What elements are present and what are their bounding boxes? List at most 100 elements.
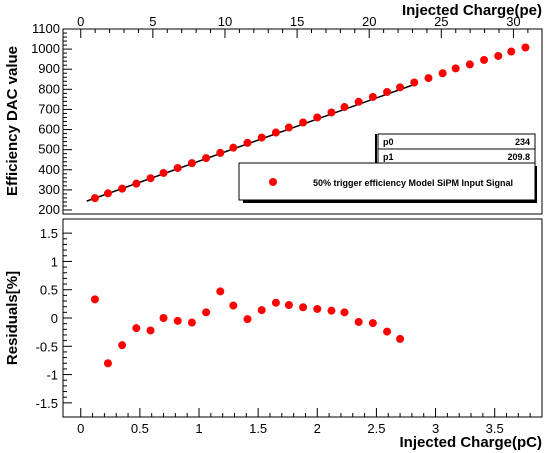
top-x-tick-label: 25 [434,14,448,29]
data-point [494,51,503,60]
top-panel-ticks: 200 300 400 500 600 700 800 900 1000 1100 0 5 10 15 20… [31,14,529,217]
residual-point [368,319,377,328]
stats-p1-label: p1 [383,152,394,162]
bottom-x-tick-label: 1.5 [249,421,267,436]
bottom-y-tick-label: -0.5 [36,339,58,354]
data-point [438,69,447,78]
top-x-tick-label: 0 [77,14,84,29]
bottom-y-tick-label: 0 [51,311,58,326]
residual-point [313,304,322,313]
top-x-tick-label: 15 [290,14,304,29]
data-point [173,163,182,172]
top-y-tick-label: 1100 [32,21,60,36]
data-point [216,148,225,157]
data-point [465,60,474,69]
top-y-tick-label: 800 [38,81,60,96]
residual-point [354,317,363,326]
bottom-x-axis-title: Injected Charge(pC) [399,434,542,451]
stats-p1-value: 209.8 [507,152,530,162]
top-y-tick-label: 1000 [31,41,60,56]
data-point [103,189,112,198]
top-y-tick-label: 900 [38,61,60,76]
data-point [284,123,293,132]
top-y-tick-label: 600 [38,122,60,137]
bottom-x-tick-label: 1 [195,421,202,436]
data-point [243,138,252,147]
data-point [118,184,127,193]
data-point [271,128,280,137]
data-point [229,143,238,152]
bottom-x-tick-label: 3.5 [486,421,504,436]
data-point [354,97,363,106]
bottom-x-tick-label: 0 [77,421,84,436]
bottom-x-tick-label: 0.5 [131,421,149,436]
bottom-y-tick-label: 1.5 [40,226,58,241]
top-panel-points [90,43,530,203]
data-point [521,43,530,52]
residual-point [271,298,280,307]
residual-point [257,306,266,315]
residual-point [299,303,308,312]
residual-point [340,308,349,317]
top-x-tick-label: 20 [362,14,376,29]
data-point [132,179,141,188]
data-point [410,78,419,87]
legend-label: 50% trigger efficiency Model SiPM Input … [313,178,513,188]
bottom-x-tick-label: 2 [314,421,321,436]
residual-point [396,334,405,343]
data-point [451,64,460,73]
residual-point [90,295,99,304]
top-x-tick-label: 10 [218,14,232,29]
residual-point [229,301,238,310]
residual-point [202,308,211,317]
bottom-y-axis-title: Residuals[%] [4,271,21,365]
data-point [202,154,211,163]
residual-point [146,326,155,335]
bottom-x-tick-label: 2.5 [367,421,385,436]
top-x-axis-title: Injected Charge(pe) [402,2,542,19]
data-point [340,103,349,112]
residual-points [90,287,405,368]
stats-p0-value: 234 [515,137,530,147]
data-point [257,133,266,142]
data-point [327,108,336,117]
residual-point [243,315,252,324]
bottom-panel-ticks: -1.5 -1 -0.5 0 0.5 1 1.5 0 0.5 1 1.5 2 2.5 3 3.5 [36,226,531,436]
data-point [90,194,99,203]
data-point [368,92,377,101]
data-point [299,118,308,127]
stats-p0-label: p0 [383,137,394,147]
top-y-tick-label: 200 [38,202,60,217]
bottom-y-tick-label: -1.5 [36,396,58,411]
data-point [187,159,196,168]
residual-point [383,327,392,336]
residual-point [216,287,225,296]
residual-point [103,359,112,368]
top-y-axis-title: Efficiency DAC value [4,46,21,196]
legend: 50% trigger efficiency Model SiPM Input … [238,162,537,203]
legend-marker [269,178,277,186]
data-point [159,168,168,177]
bottom-y-tick-label: 1 [51,254,58,269]
residual-point [173,316,182,325]
residual-point [284,300,293,309]
data-point [146,174,155,183]
top-y-tick-label: 300 [38,182,60,197]
bottom-y-tick-label: 0.5 [40,283,58,298]
residual-point [187,318,196,327]
top-y-tick-label: 700 [38,101,60,116]
data-point [507,47,516,56]
top-y-tick-label: 400 [38,162,60,177]
data-point [383,87,392,96]
data-point [396,83,405,92]
data-point [313,113,322,122]
bottom-y-tick-label: -1 [46,368,58,383]
bottom-panel-frame [62,218,543,418]
residual-point [118,341,127,350]
stats-box: p0 234 p1 209.8 [375,133,536,165]
top-x-tick-label: 30 [506,14,520,29]
bottom-x-tick-label: 3 [432,421,439,436]
residual-point [159,314,168,322]
top-x-tick-label: 5 [149,14,156,29]
